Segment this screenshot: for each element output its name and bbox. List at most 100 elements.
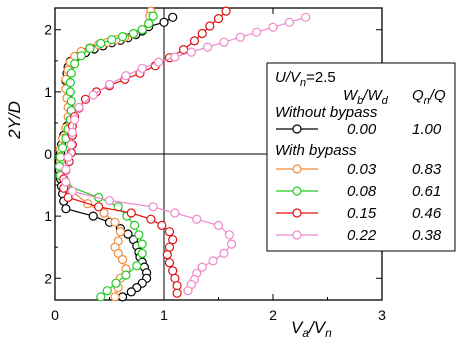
data-point [96, 38, 106, 49]
x-axis-label: Va/Vn [291, 318, 332, 340]
data-point [159, 17, 169, 27]
legend-wb-wd-value: 0.15 [347, 205, 377, 222]
data-point [55, 152, 66, 162]
data-point [148, 11, 158, 21]
data-point [235, 32, 245, 42]
data-point [76, 51, 86, 61]
data-point [268, 22, 278, 32]
data-point [224, 230, 234, 240]
data-point [65, 77, 75, 88]
data-point [96, 292, 106, 302]
data-point [221, 6, 231, 16]
data-point [205, 21, 215, 31]
data-point [57, 143, 68, 153]
legend-marker [292, 208, 302, 218]
series-layer [54, 6, 311, 302]
x-tick-label: 3 [378, 307, 386, 323]
data-point [61, 204, 71, 214]
data-point [74, 102, 84, 113]
data-point [69, 59, 80, 69]
data-point [63, 152, 73, 162]
data-point [121, 71, 131, 81]
legend-wb-wd-value: 0.22 [347, 227, 377, 244]
legend-header-qn-base: Q [412, 87, 424, 104]
data-point [154, 57, 164, 67]
data-point [164, 258, 175, 268]
x-axis-label-sub: a [302, 326, 309, 340]
data-point [146, 214, 156, 224]
legend-wb-wd-value: 0.03 [347, 161, 377, 178]
x-tick-label: 1 [160, 307, 168, 323]
legend-header-wd-sub: d [382, 95, 389, 107]
data-point [134, 230, 144, 240]
legend-header-wb-sep: /W [362, 87, 383, 104]
legend: U/Vn=2.5 Wb/Wd Qn/Q Without bypass With … [266, 62, 456, 252]
data-point [126, 287, 136, 297]
legend-condition-base: U/V [275, 69, 302, 86]
data-point [144, 18, 154, 29]
x-axis-label-sep: /V [308, 318, 327, 337]
data-point [88, 90, 98, 100]
data-point [192, 214, 202, 224]
data-point [284, 17, 294, 27]
data-point [85, 43, 95, 54]
data-point [110, 217, 120, 227]
data-point [117, 31, 128, 42]
data-point [104, 79, 115, 90]
data-point [126, 208, 136, 218]
legend-condition-val: =2.5 [306, 69, 336, 86]
data-point [137, 25, 147, 35]
data-point [183, 286, 193, 296]
data-point [63, 192, 73, 203]
data-point [219, 37, 229, 47]
data-point [172, 281, 182, 291]
data-point [66, 68, 76, 78]
data-point [164, 227, 175, 237]
data-point [61, 164, 71, 175]
legend-header-qn-rest: /Q [429, 87, 446, 104]
data-point [121, 270, 131, 280]
data-point [189, 36, 200, 46]
legend-marker [292, 124, 302, 134]
data-point [104, 196, 115, 206]
legend-header-qn-sub: n [424, 95, 430, 107]
y-tick-label: 1 [44, 208, 52, 224]
data-point [102, 286, 112, 296]
data-point [252, 27, 262, 37]
data-point [197, 28, 207, 39]
legend-qn-q-value: 0.46 [412, 205, 442, 222]
legend-qn-q-value: 0.83 [412, 161, 442, 178]
data-point [66, 96, 76, 106]
legend-header-qn-q: Qn/Q [412, 87, 446, 107]
data-point [208, 256, 218, 266]
data-point [148, 202, 158, 212]
legend-qn-q-value: 0.38 [412, 227, 442, 244]
data-point [137, 239, 147, 249]
legend-marker [292, 230, 302, 240]
data-point [110, 292, 120, 302]
data-point [88, 211, 98, 221]
data-point [130, 220, 140, 230]
y-tick-label: 2 [44, 22, 52, 38]
y-tick-label: 2 [44, 270, 52, 286]
data-point [186, 47, 196, 57]
x-axis-label-sub2: n [325, 326, 332, 340]
data-point [170, 273, 180, 283]
data-point [172, 288, 182, 298]
data-point [115, 227, 126, 237]
x-tick-label: 2 [269, 307, 277, 323]
legend-wb-wd-value: 0.08 [347, 183, 377, 200]
y-tick-label: 0 [44, 146, 52, 162]
data-point [117, 292, 128, 302]
data-point [168, 266, 178, 276]
legend-wb-wd-value: 0.00 [347, 121, 377, 138]
legend-box [266, 62, 456, 252]
data-point [162, 250, 172, 260]
y-axis-label: 2Y/D [5, 101, 24, 140]
legend-group-with-bypass: With bypass [275, 142, 357, 159]
data-point [227, 239, 237, 249]
data-point [80, 94, 91, 104]
data-point [137, 63, 147, 73]
legend-marker [292, 164, 302, 174]
